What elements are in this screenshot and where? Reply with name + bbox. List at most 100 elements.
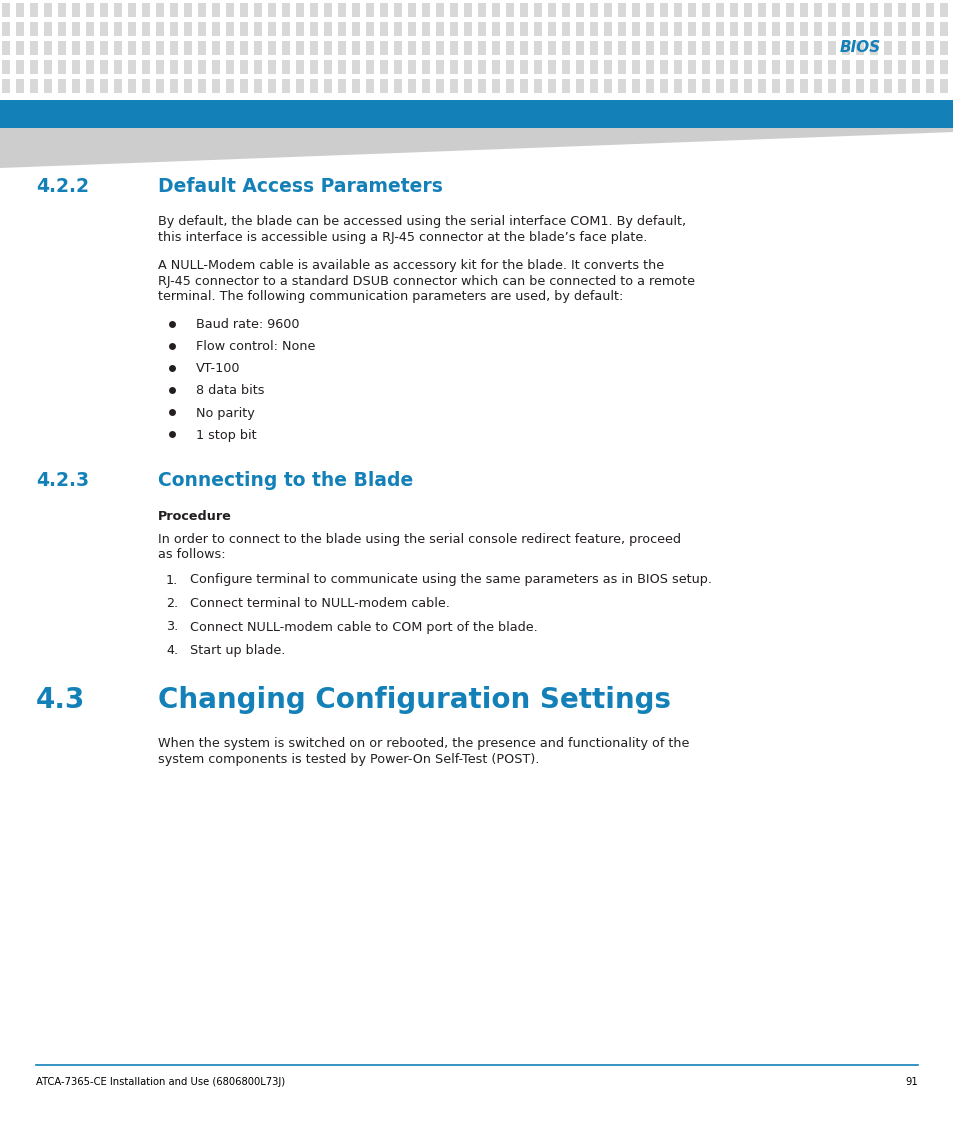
Bar: [701, 60, 709, 74]
Bar: [421, 79, 430, 93]
Bar: [800, 60, 807, 74]
Bar: [30, 3, 38, 17]
Bar: [86, 3, 94, 17]
Bar: [547, 41, 556, 55]
Bar: [492, 41, 499, 55]
Bar: [939, 22, 947, 35]
Bar: [534, 79, 541, 93]
Bar: [198, 79, 206, 93]
Bar: [869, 60, 877, 74]
Bar: [71, 79, 80, 93]
Bar: [561, 60, 569, 74]
Bar: [366, 22, 374, 35]
Bar: [673, 22, 681, 35]
Bar: [337, 22, 346, 35]
Bar: [408, 79, 416, 93]
Bar: [925, 41, 933, 55]
Bar: [492, 22, 499, 35]
Bar: [505, 79, 514, 93]
Bar: [16, 79, 24, 93]
Bar: [897, 79, 905, 93]
Bar: [911, 60, 919, 74]
Polygon shape: [0, 128, 953, 168]
Bar: [450, 41, 457, 55]
Bar: [743, 3, 751, 17]
Bar: [295, 60, 304, 74]
Bar: [408, 22, 416, 35]
Bar: [589, 79, 598, 93]
Bar: [366, 60, 374, 74]
Bar: [939, 60, 947, 74]
Bar: [212, 79, 220, 93]
Bar: [16, 60, 24, 74]
Bar: [771, 60, 780, 74]
Bar: [687, 3, 696, 17]
Bar: [463, 79, 472, 93]
Bar: [170, 60, 178, 74]
Bar: [618, 60, 625, 74]
Bar: [729, 3, 738, 17]
Bar: [785, 22, 793, 35]
Bar: [631, 3, 639, 17]
Bar: [253, 3, 262, 17]
Bar: [86, 60, 94, 74]
Bar: [561, 22, 569, 35]
Bar: [156, 60, 164, 74]
Text: as follows:: as follows:: [158, 548, 226, 561]
Bar: [198, 41, 206, 55]
Bar: [701, 3, 709, 17]
Bar: [618, 22, 625, 35]
Bar: [310, 22, 317, 35]
Bar: [729, 79, 738, 93]
Bar: [645, 22, 654, 35]
Bar: [394, 41, 401, 55]
Bar: [519, 41, 527, 55]
Bar: [352, 60, 359, 74]
Bar: [883, 60, 891, 74]
Bar: [492, 79, 499, 93]
Bar: [212, 3, 220, 17]
Bar: [729, 60, 738, 74]
Text: 4.2.2: 4.2.2: [36, 177, 89, 196]
Bar: [156, 79, 164, 93]
Bar: [240, 22, 248, 35]
Bar: [673, 3, 681, 17]
Bar: [547, 79, 556, 93]
Bar: [673, 79, 681, 93]
Bar: [547, 22, 556, 35]
Bar: [379, 22, 388, 35]
Bar: [631, 79, 639, 93]
Text: A NULL-Modem cable is available as accessory kit for the blade. It converts the: A NULL-Modem cable is available as acces…: [158, 259, 663, 273]
Text: 1 stop bit: 1 stop bit: [195, 428, 256, 442]
Bar: [128, 41, 136, 55]
Bar: [800, 22, 807, 35]
Bar: [2, 3, 10, 17]
Bar: [310, 3, 317, 17]
Bar: [576, 22, 583, 35]
Bar: [282, 22, 290, 35]
Bar: [282, 79, 290, 93]
Bar: [701, 22, 709, 35]
Bar: [100, 60, 108, 74]
Text: ATCA-7365-CE Installation and Use (6806800L73J): ATCA-7365-CE Installation and Use (68068…: [36, 1077, 285, 1087]
Bar: [226, 3, 233, 17]
Bar: [800, 41, 807, 55]
Bar: [394, 22, 401, 35]
Text: terminal. The following communication parameters are used, by default:: terminal. The following communication pa…: [158, 290, 622, 303]
Text: Configure terminal to communicate using the same parameters as in BIOS setup.: Configure terminal to communicate using …: [190, 574, 711, 586]
Bar: [589, 60, 598, 74]
Bar: [352, 22, 359, 35]
Bar: [813, 3, 821, 17]
Bar: [436, 22, 443, 35]
Bar: [170, 79, 178, 93]
Bar: [212, 22, 220, 35]
Bar: [113, 41, 122, 55]
Bar: [925, 3, 933, 17]
Bar: [421, 41, 430, 55]
Bar: [128, 3, 136, 17]
Bar: [729, 22, 738, 35]
Bar: [184, 79, 192, 93]
Bar: [184, 41, 192, 55]
Bar: [282, 60, 290, 74]
Bar: [897, 22, 905, 35]
